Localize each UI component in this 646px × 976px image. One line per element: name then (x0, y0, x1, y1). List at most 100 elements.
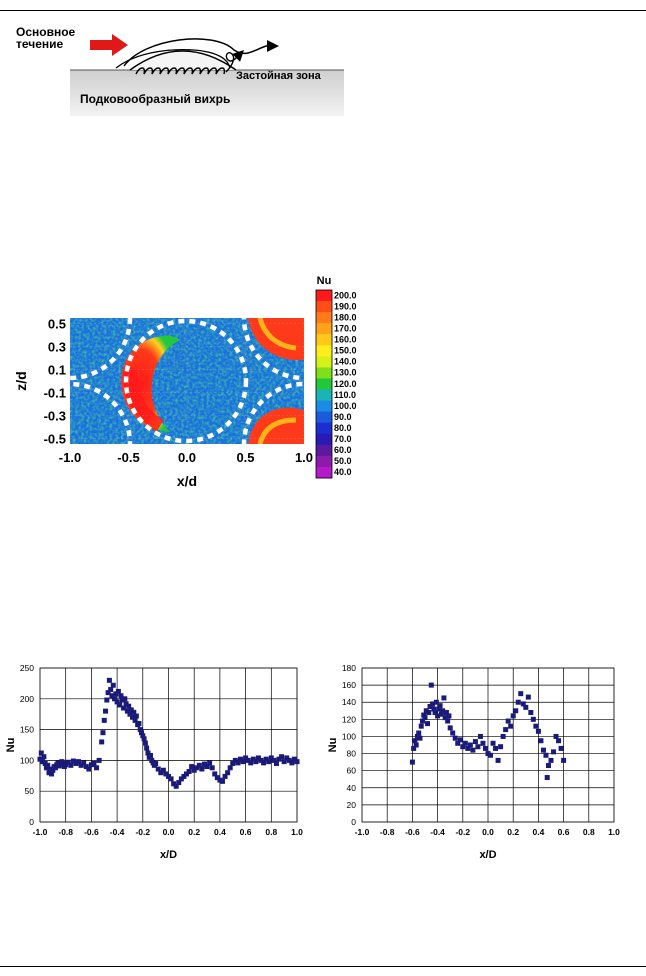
data-point (433, 699, 439, 705)
data-point (452, 735, 458, 741)
data-point (168, 776, 174, 782)
data-point (419, 718, 425, 724)
data-point (103, 708, 109, 714)
data-point (181, 773, 187, 779)
x-tick-label: 0.0 (163, 827, 175, 837)
y-tick-label: 60 (347, 766, 357, 776)
x-tick-label: 0.4 (214, 827, 226, 837)
x-tick-label: 0.8 (583, 827, 595, 837)
data-point (76, 759, 82, 765)
data-point (472, 739, 478, 745)
y-tick-label: 160 (342, 680, 356, 690)
y-tick-label: 120 (342, 714, 356, 724)
colorbar-title: Nu (317, 275, 332, 287)
data-point (430, 701, 436, 707)
heatmap-x-tick: 1.0 (295, 450, 313, 465)
heatmap-y-tick-labels: 0.5 0.3 0.1 -0.1 -0.3 -0.5 (44, 317, 66, 447)
data-point (94, 765, 100, 771)
heatmap-ylabel: z/d (13, 371, 29, 390)
data-point (261, 760, 267, 766)
data-point (544, 775, 550, 781)
colorbar-swatch (316, 466, 332, 479)
y-tick-label: 20 (347, 800, 357, 810)
data-point (38, 750, 44, 756)
data-point (414, 733, 420, 739)
data-point (123, 701, 129, 707)
data-point (118, 693, 124, 699)
data-point (543, 752, 549, 758)
colorbar-level: 130.0 (334, 368, 357, 378)
heatmap-field (70, 318, 304, 444)
data-point (438, 711, 444, 717)
data-point (41, 754, 47, 760)
data-point (510, 713, 516, 719)
heatmap-x-tick: -0.5 (117, 450, 139, 465)
data-point (91, 760, 97, 766)
data-point (60, 760, 66, 766)
data-point (284, 755, 290, 761)
data-point (503, 727, 509, 733)
y-tick-label: 180 (342, 663, 356, 673)
data-point (115, 688, 121, 694)
data-point (286, 757, 292, 763)
data-point (289, 760, 295, 766)
data-point (209, 765, 215, 771)
data-point (440, 708, 446, 714)
data-point (446, 713, 452, 719)
y-tick-label: 100 (20, 755, 34, 765)
colorbar-swatch (316, 433, 332, 446)
colorbar-level: 100.0 (334, 401, 357, 411)
nu-profile-chart-right: -1.0 -0.8 -0.6 -0.4 -0.2 0.0 0.2 0.4 0.6 0.8 1.0 0 2… (322, 660, 622, 870)
y-tick-label: 200 (20, 694, 34, 704)
x-axis-label: x/D (479, 849, 496, 861)
data-point (50, 767, 56, 773)
data-point (132, 717, 138, 723)
colorbar-swatch (316, 444, 332, 457)
data-point (145, 750, 151, 756)
data-point (413, 742, 419, 748)
colorbar-swatch (316, 422, 332, 435)
colorbar-level: 170.0 (334, 323, 357, 333)
data-point (140, 733, 146, 739)
colorbar-level: 50.0 (334, 456, 352, 466)
colorbar-swatch (316, 301, 332, 313)
colorbar-swatch (316, 400, 332, 413)
data-point (276, 756, 282, 762)
colorbar-swatch (316, 290, 332, 302)
data-point (235, 760, 241, 766)
colorbar-level: 40.0 (334, 467, 352, 477)
nu-heatmap-figure: 0.5 0.3 0.1 -0.1 -0.3 -0.5 -1.0 -0.5 0.0 0.5 1.0 … (10, 268, 370, 498)
data-point (540, 747, 546, 753)
data-point (412, 738, 418, 744)
data-point (467, 742, 473, 748)
y-tick-label: 50 (25, 786, 35, 796)
data-point (199, 766, 205, 772)
data-point (121, 705, 127, 711)
data-point (243, 755, 249, 761)
data-point (52, 765, 58, 771)
data-point (495, 757, 501, 763)
data-point (427, 704, 433, 709)
data-point (268, 755, 274, 761)
data-point (127, 711, 133, 717)
colorbar-swatch (316, 356, 332, 368)
data-point (130, 714, 136, 720)
main-flow-arrow (90, 40, 112, 50)
data-point (258, 757, 264, 763)
x-tick-label: -0.8 (380, 827, 395, 837)
x-tick-label: 0.6 (558, 827, 570, 837)
data-point (119, 697, 125, 703)
data-point (482, 745, 488, 751)
main-flow-label: Основное течение (16, 25, 76, 51)
data-point (551, 749, 557, 755)
colorbar-level: 80.0 (334, 423, 352, 433)
data-point (173, 783, 179, 789)
data-point (68, 762, 74, 768)
data-point (222, 773, 228, 779)
data-point (273, 760, 279, 766)
data-point (279, 754, 285, 760)
data-point (163, 771, 169, 777)
x-axis-label: x/D (160, 849, 177, 861)
colorbar-level: 110.0 (334, 390, 356, 400)
x-tick-label: 0.2 (188, 827, 200, 837)
